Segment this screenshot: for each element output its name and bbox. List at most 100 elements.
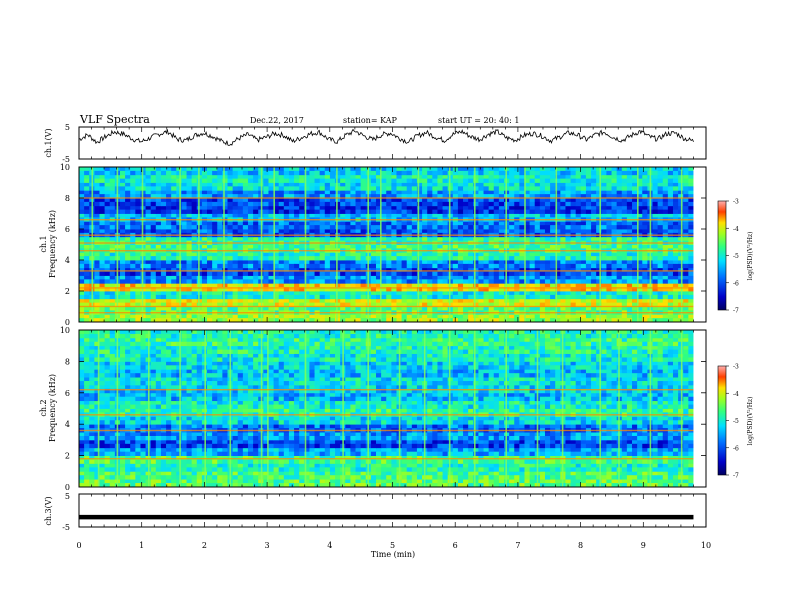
spectrogram-cell bbox=[565, 283, 571, 288]
spectrogram-cell bbox=[529, 271, 536, 276]
spectrogram-cell bbox=[422, 291, 428, 296]
spectrogram-cell bbox=[406, 314, 413, 319]
spectrogram-cell bbox=[539, 190, 546, 195]
spectrogram-cell bbox=[493, 198, 500, 203]
spectrogram-cell bbox=[437, 174, 443, 180]
spectrogram-cell bbox=[273, 271, 280, 276]
spectrogram-cell bbox=[222, 306, 228, 311]
spectrogram-cell bbox=[422, 213, 428, 218]
spectrogram-cell bbox=[155, 182, 162, 187]
spectrogram-cell bbox=[391, 298, 397, 304]
spectrogram-cell bbox=[478, 260, 484, 265]
spectrogram-cell bbox=[427, 229, 433, 234]
spectrogram-cell bbox=[488, 174, 495, 180]
spectrogram-cell bbox=[688, 167, 694, 172]
spectrogram-cell bbox=[524, 279, 530, 284]
spectrogram-cell bbox=[632, 170, 638, 176]
spectrogram-cell bbox=[232, 294, 239, 300]
spectrogram-cell bbox=[237, 252, 244, 257]
spectrogram-cell bbox=[621, 213, 628, 218]
spectrogram-cell bbox=[524, 167, 530, 172]
spectrogram-cell bbox=[268, 252, 274, 257]
spectrogram-cell bbox=[288, 287, 295, 292]
spectrogram-cell bbox=[375, 275, 382, 280]
spectrogram-cell bbox=[360, 302, 367, 307]
spectrogram-cell bbox=[555, 287, 561, 292]
spectrogram-cell bbox=[119, 201, 126, 207]
spectrogram-cell bbox=[273, 283, 280, 288]
spectrogram-cell bbox=[237, 287, 244, 292]
spectrogram-cell bbox=[493, 256, 500, 261]
spectrogram-cell bbox=[109, 236, 116, 242]
spectrogram-cell bbox=[611, 279, 618, 284]
spectrogram-cell bbox=[217, 287, 223, 292]
spectrogram-cell bbox=[483, 306, 490, 311]
sferic-impulse-line bbox=[448, 167, 451, 322]
spectrogram-cell bbox=[319, 267, 326, 273]
spectrogram-cell bbox=[601, 244, 607, 249]
spectrogram-cell bbox=[160, 263, 167, 269]
spectrogram-cell bbox=[585, 267, 592, 273]
spectrogram-cell bbox=[155, 263, 162, 269]
spectrogram-cell bbox=[529, 291, 536, 296]
spectrogram-cell bbox=[591, 275, 597, 280]
spectrogram-cell bbox=[652, 182, 659, 187]
spectrogram-cell bbox=[657, 178, 664, 183]
spectrogram-cell bbox=[514, 283, 520, 288]
spectrogram-cell bbox=[524, 291, 530, 296]
spectrogram-cell bbox=[591, 209, 597, 214]
spectrogram-cell bbox=[560, 182, 566, 187]
spectrogram-cell bbox=[555, 318, 561, 323]
spectrogram-cell bbox=[314, 194, 321, 199]
spectrogram-cell bbox=[652, 174, 659, 180]
spectrogram-cell bbox=[560, 263, 566, 269]
spectrogram-cell bbox=[242, 236, 249, 242]
spectrogram-cell bbox=[176, 174, 182, 180]
spectrogram-cell bbox=[678, 198, 684, 203]
spectrogram-cell bbox=[422, 275, 428, 280]
spectrogram-cell bbox=[422, 190, 428, 195]
spectrogram-cell bbox=[160, 244, 167, 249]
spectrogram-cell bbox=[299, 244, 305, 249]
spectrogram-cell bbox=[437, 213, 443, 218]
spectrogram-cell bbox=[672, 213, 679, 218]
spectrogram-cell bbox=[416, 291, 423, 296]
spectrogram-cell bbox=[278, 275, 285, 280]
spectrogram-cell bbox=[247, 302, 254, 307]
spectrogram-cell bbox=[601, 291, 607, 296]
spectrogram-cell bbox=[626, 182, 633, 187]
spectrogram-cell bbox=[662, 174, 669, 180]
spectrogram-cell bbox=[375, 186, 382, 191]
spectrogram-cell bbox=[468, 283, 474, 288]
spectrogram-cell bbox=[350, 302, 356, 307]
spectrogram-cell bbox=[283, 194, 290, 199]
spectrogram-cell bbox=[273, 287, 280, 292]
spectrogram-cell bbox=[324, 229, 331, 234]
spectrogram-cell bbox=[370, 256, 377, 261]
spectrogram-cell bbox=[130, 174, 136, 180]
spectrogram-cell bbox=[135, 178, 141, 183]
spectrogram-cell bbox=[427, 279, 433, 284]
spectrogram-cell bbox=[232, 194, 239, 199]
spectrogram-cell bbox=[478, 221, 484, 226]
spectrogram-cell bbox=[539, 267, 546, 273]
spectrogram-cell bbox=[488, 178, 495, 183]
spectrogram-cell bbox=[247, 229, 254, 234]
spectrogram-cell bbox=[207, 194, 213, 199]
spectrogram-cell bbox=[329, 294, 336, 300]
spectrogram-cell bbox=[135, 174, 141, 180]
spectrogram-cell bbox=[227, 194, 234, 199]
spectrogram-cell bbox=[130, 263, 136, 269]
spectrogram-cell bbox=[125, 213, 131, 218]
spectrogram-cell bbox=[130, 298, 136, 304]
spectrogram-cell bbox=[79, 306, 85, 311]
spectrogram-cell bbox=[468, 298, 474, 304]
spectrogram-cell bbox=[375, 170, 382, 176]
spectrogram-cell bbox=[253, 178, 259, 183]
spectrogram-cell bbox=[247, 182, 254, 187]
spectrogram-cell bbox=[309, 298, 315, 304]
spectrogram-cell bbox=[452, 260, 459, 265]
spectrogram-cell bbox=[109, 256, 116, 261]
spectrogram-cell bbox=[309, 186, 315, 191]
